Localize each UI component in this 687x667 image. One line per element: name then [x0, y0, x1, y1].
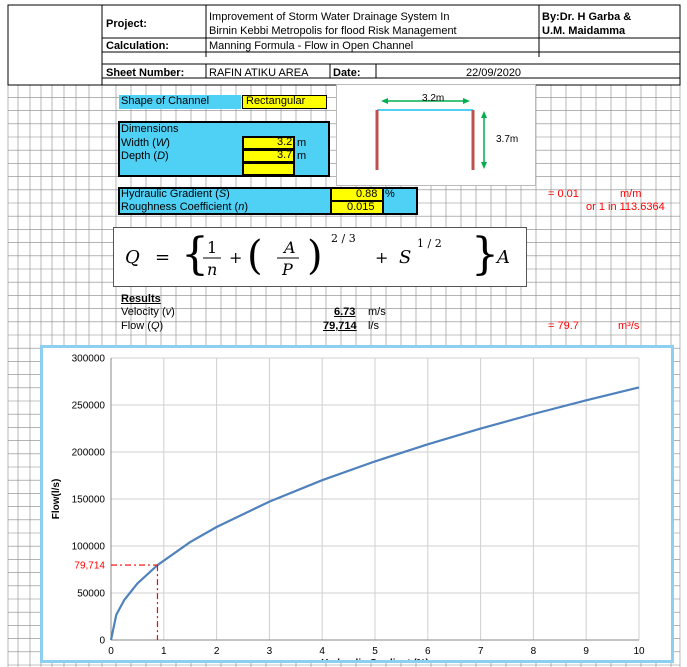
- sheet-number-value: RAFIN ATIKU AREA: [209, 67, 309, 79]
- width-arrow-left-head: [381, 98, 388, 104]
- formula-a2: A: [495, 247, 510, 268]
- flow-vs-gradient-chart: 0 1 2 3 4 5 6 7 8 9 10 0 50000 100000 150000 200000 2500…: [51, 354, 645, 667]
- date-label: Date:: [333, 67, 361, 79]
- flow-value: 79,714: [323, 320, 357, 332]
- x-tick-label: 3: [267, 646, 273, 657]
- shape-value-cell[interactable]: [242, 95, 327, 109]
- formula-q: Q: [125, 247, 140, 268]
- gradient-value: 0.88: [356, 188, 378, 200]
- shape-label: Shape of Channel: [121, 95, 210, 107]
- depth-arrow-top-head: [481, 111, 487, 118]
- x-tick-label: 5: [372, 646, 378, 657]
- manning-formula-box: [113, 227, 527, 287]
- roughness-value-cell[interactable]: [330, 200, 384, 215]
- y-tick-label: 50000: [77, 589, 105, 600]
- y-tick-label: 200000: [72, 448, 106, 459]
- y-tick-label: 300000: [72, 354, 106, 365]
- formula-left-brace: {: [181, 229, 209, 280]
- flow-label: Flow (Q): [121, 320, 164, 332]
- gradient-label: Hydraulic Gradient (S): [121, 188, 230, 200]
- gradient-conversion-unit: m/m: [620, 188, 642, 200]
- flow-series-line: [109, 386, 640, 641]
- depth-label: Depth (D): [121, 150, 169, 162]
- velocity-unit: m/s: [368, 306, 386, 318]
- calculation-value: Manning Formula - Flow in Open Channel: [209, 40, 414, 52]
- author-line2: U.M. Maidamma: [542, 25, 626, 37]
- x-tick-label: 7: [478, 646, 484, 657]
- project-value-line2: Birnin Kebbi Metropolis for flood Risk M…: [209, 25, 457, 37]
- diagram-depth-label: 3.7m: [496, 134, 519, 145]
- formula-left-paren: (: [247, 233, 263, 279]
- formula-plus-1: +: [229, 248, 242, 267]
- formula-n: n: [207, 260, 217, 279]
- width-unit: m: [297, 137, 307, 149]
- x-tick-label: 1: [161, 646, 167, 657]
- formula-a: A: [282, 238, 296, 257]
- y-tick-label: 250000: [72, 401, 106, 412]
- depth-value: 3.7: [277, 149, 293, 161]
- gradient-unit: %: [385, 188, 395, 200]
- gradient-conversion-value: = 0.01: [548, 188, 579, 200]
- formula-p: P: [281, 260, 293, 279]
- velocity-label: Velocity (v): [121, 306, 175, 318]
- x-tick-label: 0: [108, 646, 114, 657]
- formula-exponent-2: 1 / 2: [417, 237, 442, 250]
- y-axis-title: Flow(l/s): [51, 479, 62, 520]
- roughness-value: 0.015: [347, 201, 375, 213]
- depth-arrow-bottom-head: [481, 162, 487, 169]
- x-tick-label: 2: [214, 646, 220, 657]
- width-label: Width (W): [121, 137, 170, 149]
- gradient-ratio: or 1 in 113.6364: [586, 201, 665, 213]
- x-axis-title: Hydraulic Gradient (%): [321, 658, 429, 660]
- formula-right-paren: ): [307, 233, 323, 279]
- formula-equals: =: [155, 247, 170, 268]
- project-value-line1: Improvement of Storm Water Drainage Syst…: [209, 11, 450, 23]
- shape-value: Rectangular: [246, 95, 306, 107]
- channel-diagram: [336, 84, 536, 186]
- formula-right-brace: }: [471, 229, 499, 280]
- roughness-label: Roughness Coefficient (n): [121, 201, 248, 213]
- flow-conversion-value: = 79.7: [548, 320, 579, 332]
- marker-value-label: 79,714: [74, 561, 105, 572]
- diagram-width-label: 3.2m: [422, 93, 445, 104]
- formula-s: S: [399, 247, 411, 268]
- shape-label-cell: [119, 95, 241, 109]
- width-value: 3.2: [277, 136, 293, 148]
- date-value: 22/09/2020: [466, 67, 522, 79]
- y-tick-label: 150000: [72, 495, 106, 506]
- x-tick-label: 6: [425, 646, 431, 657]
- x-tick-label: 9: [583, 646, 589, 657]
- x-tick-label: 8: [531, 646, 537, 657]
- width-arrow-right-head: [463, 98, 470, 104]
- results-title: Results: [121, 293, 161, 305]
- chart-container: 0 1 2 3 4 5 6 7 8 9 10 0 50000 100000 150000 200000 2500…: [40, 345, 674, 667]
- velocity-value: 6.73: [334, 306, 356, 318]
- x-tick-label: 10: [633, 646, 645, 657]
- author-line1: By:Dr. H Garba &: [542, 11, 632, 23]
- manning-formula: Q = { 1 n + ( A P ) 2 / 3 + S 1 / 2 } A: [125, 229, 510, 280]
- sheet-number-label: Sheet Number:: [106, 67, 185, 79]
- dimensions-label: Dimensions: [121, 123, 179, 135]
- depth-unit: m: [297, 150, 307, 162]
- formula-plus-2: +: [375, 248, 388, 267]
- project-label: Project:: [106, 18, 147, 30]
- flow-conversion-unit: m³/s: [618, 320, 640, 332]
- y-tick-label: 100000: [72, 542, 106, 553]
- x-tick-label: 4: [319, 646, 325, 657]
- flow-unit: l/s: [368, 320, 379, 332]
- y-tick-label: 0: [99, 636, 105, 647]
- calculation-label: Calculation:: [106, 40, 169, 52]
- extra-value-cell[interactable]: [242, 162, 295, 176]
- formula-exponent-1: 2 / 3: [331, 232, 356, 245]
- formula-one: 1: [207, 238, 217, 257]
